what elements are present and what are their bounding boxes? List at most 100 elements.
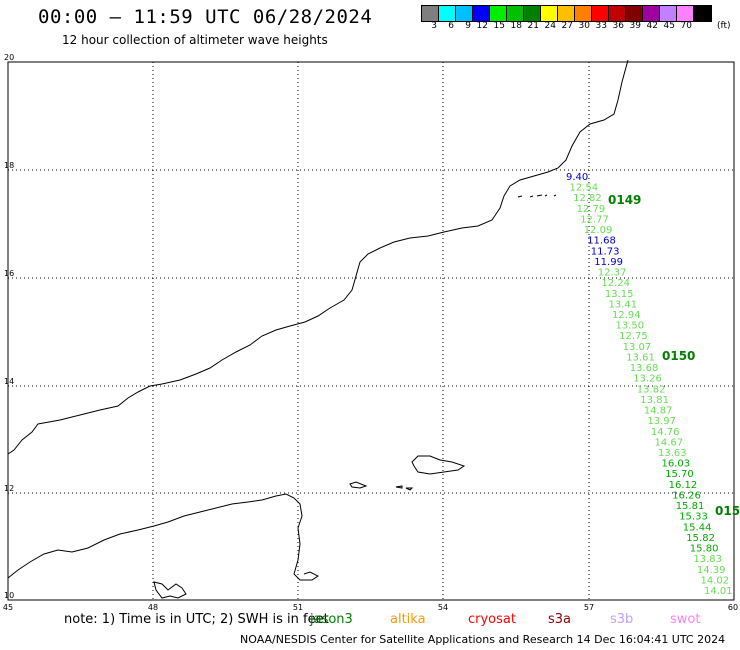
color-scale-bar xyxy=(421,5,712,22)
wave-height-reading: 15.44 xyxy=(683,522,712,533)
satellite-legend-item: s3b xyxy=(610,612,634,627)
wave-height-reading: 14.01 xyxy=(704,586,733,597)
satellite-track: 9.4012.5412.8212.7912.7712.0911.6811.731… xyxy=(566,172,733,597)
lon-label: 51 xyxy=(293,603,303,612)
lon-label: 54 xyxy=(438,603,448,612)
color-scale-label: 9 xyxy=(465,21,471,31)
color-scale-swatch xyxy=(490,6,507,21)
color-scale-swatch xyxy=(507,6,524,21)
wave-height-reading: 12.24 xyxy=(601,278,630,289)
wave-height-reading: 13.15 xyxy=(605,289,634,300)
color-scale-swatch xyxy=(592,6,609,21)
satellite-legend-item: cryosat xyxy=(468,612,516,627)
wave-height-reading: 12.37 xyxy=(598,268,627,279)
color-scale-swatch xyxy=(456,6,473,21)
color-scale-label: 33 xyxy=(595,21,607,31)
wave-height-reading: 14.02 xyxy=(701,575,730,586)
lat-label: 10 xyxy=(4,591,14,600)
wave-height-reading: 14.76 xyxy=(651,427,680,438)
abd-al-kuri-island xyxy=(349,481,368,489)
map-title: 00:00 – 11:59 UTC 06/28/2024 xyxy=(38,6,373,28)
wave-height-reading: 13.83 xyxy=(693,554,722,565)
lat-label: 18 xyxy=(4,161,14,170)
lon-label: 60 xyxy=(728,603,738,612)
map-subtitle: 12 hour collection of altimeter wave hei… xyxy=(62,33,328,47)
color-scale-swatch xyxy=(677,6,694,21)
wave-height-reading: 12.82 xyxy=(573,193,602,204)
color-scale-label: 3 xyxy=(431,21,437,31)
footer-note: note: 1) Time is in UTC; 2) SWH is in fe… xyxy=(64,612,329,627)
wave-height-reading: 13.63 xyxy=(658,448,687,459)
lat-label: 12 xyxy=(4,484,14,493)
color-scale-swatch xyxy=(575,6,592,21)
wave-height-reading: 14.39 xyxy=(697,565,726,576)
color-scale-swatch xyxy=(524,6,541,21)
wave-height-reading: 14.87 xyxy=(644,406,673,417)
wave-height-reading: 16.26 xyxy=(672,491,701,502)
longitude-labels: 45 48 51 54 57 60 xyxy=(3,603,738,612)
wave-height-reading: 16.03 xyxy=(662,459,691,470)
kuria-muria-islets xyxy=(517,194,557,198)
color-scale-label: 36 xyxy=(612,21,624,31)
wave-height-reading: 12.79 xyxy=(577,204,606,215)
wave-height-reading: 11.99 xyxy=(594,257,623,268)
wave-height-reading: 11.68 xyxy=(587,236,616,247)
wave-height-reading: 13.82 xyxy=(637,384,666,395)
wave-height-reading: 15.80 xyxy=(690,544,719,555)
socotra-island xyxy=(411,455,466,475)
pass-id-label: 0150 xyxy=(662,349,695,363)
wave-height-reading: 12.54 xyxy=(570,183,599,194)
wave-height-reading: 12.77 xyxy=(580,215,609,226)
lon-label: 48 xyxy=(148,603,158,612)
lon-label: 57 xyxy=(584,603,594,612)
wave-height-reading: 13.68 xyxy=(630,363,659,374)
wave-height-reading: 13.61 xyxy=(626,353,655,364)
color-scale-label: 30 xyxy=(578,21,590,31)
arabian-coastline xyxy=(7,59,629,455)
horn-of-africa-coastline xyxy=(7,493,319,581)
wave-height-reading: 15.70 xyxy=(665,469,694,480)
color-scale-swatch xyxy=(609,6,626,21)
lat-label: 20 xyxy=(4,53,14,62)
satellite-legend-item: s3a xyxy=(548,612,572,627)
wave-height-reading: 13.07 xyxy=(623,342,652,353)
footer-credit: NOAA/NESDIS Center for Satellite Applica… xyxy=(240,633,726,646)
color-scale-swatch xyxy=(626,6,643,21)
wave-height-reading: 13.50 xyxy=(616,321,645,332)
color-scale-label: 24 xyxy=(544,21,556,31)
wave-height-reading: 13.41 xyxy=(609,299,638,310)
color-scale-label: 12 xyxy=(476,21,488,31)
coastlines xyxy=(7,59,629,599)
color-scale-label: 21 xyxy=(527,21,539,31)
wave-height-reading: 13.26 xyxy=(633,374,662,385)
satellite-legend-item: jason3 xyxy=(310,612,353,627)
wave-height-reading: 15.33 xyxy=(679,512,708,523)
color-scale-label: 39 xyxy=(629,21,641,31)
color-scale-label: 45 xyxy=(663,21,675,31)
wave-height-reading: 16.12 xyxy=(669,480,698,491)
satellite-legend-item: altika xyxy=(390,612,426,627)
wave-height-reading: 15.82 xyxy=(686,533,715,544)
wave-height-reading: 9.40 xyxy=(566,172,588,183)
color-scale-swatch xyxy=(422,6,439,21)
wave-height-reading: 11.73 xyxy=(591,246,620,257)
wave-height-reading: 12.94 xyxy=(612,310,641,321)
color-scale-label: 27 xyxy=(561,21,573,31)
color-scale-swatch xyxy=(558,6,575,21)
pass-id-label: 0149 xyxy=(608,193,641,207)
color-scale-label: 42 xyxy=(646,21,658,31)
color-scale-label: 6 xyxy=(448,21,454,31)
wave-height-reading: 12.09 xyxy=(584,225,613,236)
wave-height-reading: 12.75 xyxy=(619,331,648,342)
color-scale-swatch xyxy=(694,6,711,21)
color-scale-label: 70 xyxy=(680,21,692,31)
wave-height-reading: 14.67 xyxy=(655,437,684,448)
map-frame xyxy=(7,61,735,601)
color-scale-label: 18 xyxy=(510,21,522,31)
latitude-labels: 20 18 16 14 12 10 xyxy=(4,53,14,600)
color-scale-swatch xyxy=(473,6,490,21)
lat-label: 14 xyxy=(4,377,14,386)
islet xyxy=(405,487,414,491)
islet xyxy=(395,485,403,489)
